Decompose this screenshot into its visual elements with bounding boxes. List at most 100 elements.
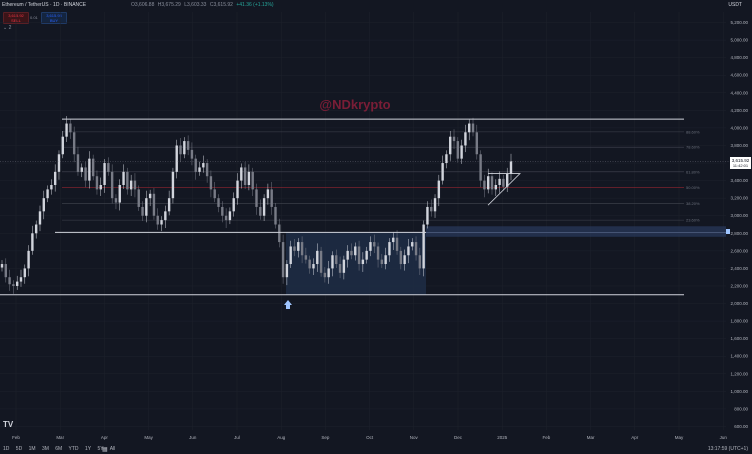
y-tick-label: 4,600.00 (730, 73, 748, 78)
candle (357, 246, 361, 265)
price-axis: 600.00 800.00 1,000.00 1,200.00 1,400.00 1,60… (730, 20, 748, 429)
fib-label: 50.00% (686, 185, 700, 190)
candle (338, 264, 342, 273)
range-1y[interactable]: 1Y (84, 446, 92, 452)
candle (323, 272, 327, 278)
candle (494, 184, 498, 190)
candle (46, 189, 49, 199)
calendar-icon[interactable]: ▦ (102, 447, 108, 453)
x-tick-label: Feb (12, 435, 20, 440)
candle (0, 264, 4, 268)
candle (411, 242, 414, 247)
y-tick-label: 5,200.00 (730, 20, 748, 25)
candle (232, 198, 235, 212)
candle (23, 268, 26, 278)
candle (251, 171, 254, 190)
y-tick-label: 2,800.00 (730, 231, 748, 236)
buy-button[interactable]: 3,615.93 BUY (41, 12, 67, 24)
candle (369, 242, 372, 251)
candle (426, 206, 429, 225)
symbol-title[interactable]: Ethereum / TetherUS · 1D · BINANCE (2, 2, 87, 8)
candle (179, 145, 182, 155)
x-tick-label: Sep (321, 435, 330, 440)
candle (403, 255, 406, 265)
candle (506, 173, 509, 187)
alert-marker (726, 229, 730, 234)
range-5d[interactable]: 5D (15, 446, 23, 452)
candle (57, 154, 61, 172)
candle (126, 171, 129, 190)
candle (395, 237, 399, 251)
candle (407, 246, 410, 256)
candle (202, 163, 205, 168)
clock[interactable]: 13:17:59 (UTC+1) (707, 446, 748, 452)
candle (114, 198, 118, 203)
candle (430, 206, 433, 212)
candle (69, 123, 72, 133)
candle (418, 255, 422, 269)
candle (186, 141, 190, 150)
candle (171, 171, 175, 199)
candle (433, 198, 437, 212)
candle (103, 163, 106, 185)
close-value: C3,615.92 (209, 2, 233, 8)
candle (312, 264, 315, 269)
candle (449, 136, 452, 155)
buy-price: 3,615.93 (46, 13, 62, 18)
candle (270, 189, 273, 207)
bottom-bar: 1D 5D 1M 3M 6M YTD 1Y 5Y All 13:17:59 (U… (0, 444, 752, 454)
candle (80, 167, 83, 172)
fib-label: 88.60% (686, 129, 700, 134)
candle (490, 176, 494, 190)
y-tick-label: 1,200.00 (730, 371, 748, 376)
chart-grid (0, 12, 726, 430)
range-all[interactable]: All (109, 446, 116, 452)
candle (354, 246, 357, 256)
y-tick-label: 3,400.00 (730, 178, 748, 183)
x-tick-label: Jul (234, 435, 240, 440)
range-6m[interactable]: 6M (55, 446, 63, 452)
x-tick-label: Jun (720, 435, 728, 440)
currency-label[interactable]: USDT (728, 2, 742, 8)
x-tick-label: Nov (410, 435, 419, 440)
candle (422, 224, 425, 269)
x-tick-label: Feb (543, 435, 551, 440)
candle (376, 246, 380, 260)
candle (65, 123, 68, 137)
candle (388, 242, 391, 256)
range-1d[interactable]: 1D (3, 446, 10, 452)
candle (471, 123, 475, 133)
candle (107, 163, 110, 172)
range-1m[interactable]: 1M (28, 446, 36, 452)
candle (183, 141, 186, 155)
range-3m[interactable]: 3M (41, 446, 49, 452)
candle (327, 268, 330, 278)
candle (50, 184, 53, 190)
candle (262, 198, 266, 216)
range-5y[interactable]: 5Y (97, 446, 104, 452)
y-tick-label: 4,400.00 (730, 90, 748, 95)
top-bar: Ethereum / TetherUS · 1D · BINANCE O3,60… (0, 0, 752, 10)
candle (88, 158, 91, 181)
candle (42, 198, 45, 212)
candle (464, 132, 467, 146)
candle (316, 250, 319, 265)
demand-zone (426, 226, 726, 237)
candle (152, 193, 156, 216)
time-axis: Feb Mar Apr May Jun Jul Aug Sep Oct Nov Dec 2025 Feb… (12, 435, 727, 440)
candle (319, 250, 323, 273)
candle (133, 180, 137, 190)
candle (198, 167, 201, 172)
buy-label: BUY (49, 18, 59, 23)
candle (346, 250, 349, 260)
x-tick-label: May (675, 435, 684, 440)
indicators-toggle[interactable]: ⌄ 2 (3, 25, 11, 31)
candle (12, 284, 15, 286)
y-tick-label: 4,000.00 (730, 125, 748, 130)
tradingview-logo[interactable]: TV (3, 420, 14, 429)
y-tick-label: 2,600.00 (730, 248, 748, 253)
arrow-up-icon (284, 300, 292, 309)
range-ytd[interactable]: YTD (68, 446, 79, 452)
ohlc-readout: O3,606.88 H3,675.29 L3,603.33 C3,615.92 … (131, 2, 276, 8)
